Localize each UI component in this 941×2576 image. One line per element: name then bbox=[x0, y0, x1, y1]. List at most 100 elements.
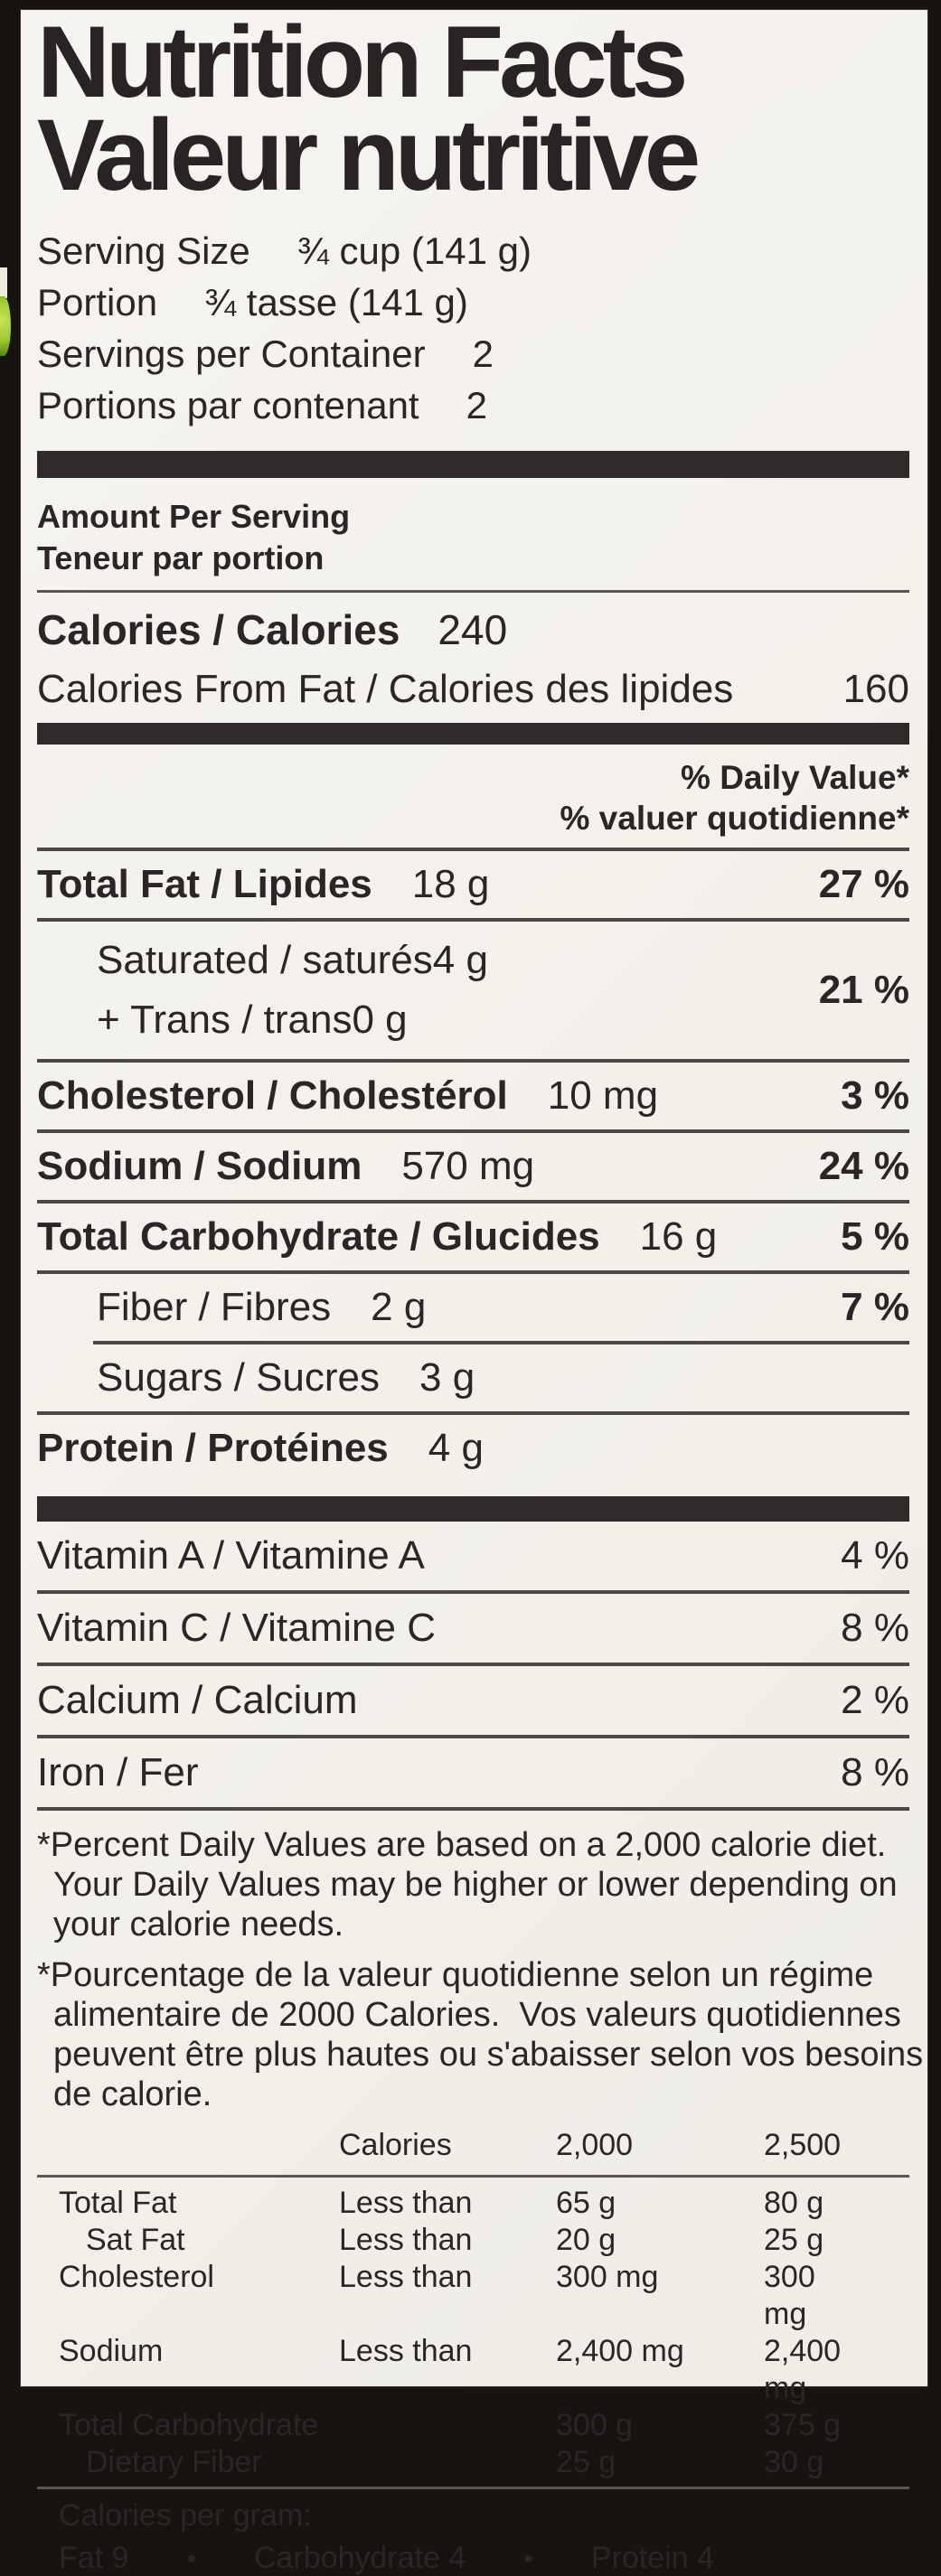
footnote-fr-line-3: peuvent être plus hautes ou s'abaisser s… bbox=[53, 2036, 924, 2074]
nutrient-row-fiber: Fiber / Fibres 2 g 7 % bbox=[37, 1274, 909, 1341]
calories-from-fat-label: Calories From Fat / Calories des lipides bbox=[37, 667, 734, 711]
separator-thick-bar bbox=[37, 723, 909, 745]
cpg-protein: Protein 4 bbox=[590, 2541, 714, 2575]
saturated-label: Saturated / saturés bbox=[97, 938, 433, 982]
serving-size-value: ¾ cup (141 g) bbox=[296, 229, 532, 272]
sugars-label: Sugars / Sucres bbox=[97, 1355, 381, 1400]
portion-value: ¾ tasse (141 g) bbox=[204, 281, 468, 323]
footnote-en-line-2: Your Daily Values may be higher or lower… bbox=[53, 1866, 898, 1904]
nutrient-label-amount: Sugars / Sucres 3 g bbox=[37, 1355, 475, 1400]
total-fat-amount: 18 g bbox=[411, 862, 490, 906]
calories-from-fat-value: 160 bbox=[842, 667, 909, 711]
footnote-english: *Percent Daily Values are based on a 2,0… bbox=[37, 1825, 909, 1944]
nutrient-label-amount: Protein / Protéines 4 g bbox=[37, 1426, 484, 1471]
nutrient-label-amount: Cholesterol / Cholestérol 10 mg bbox=[37, 1073, 658, 1119]
dv-row-total-carbohydrate-cond bbox=[339, 2407, 556, 2444]
nutrition-facts-label: Nutrition Facts Valeur nutritive Serving… bbox=[20, 5, 928, 2575]
cpg-fat: Fat 9 bbox=[59, 2541, 129, 2575]
dv-table-header-calories: Calories bbox=[339, 2128, 452, 2162]
daily-value-header: % Daily Value* % valuer quotidienne* bbox=[37, 757, 909, 838]
label-title-fr: Valeur nutritive bbox=[37, 98, 701, 211]
saturated-trans-dv: 21 % bbox=[818, 968, 909, 1012]
trans-label: + Trans / trans bbox=[97, 998, 353, 1042]
portion-row: Portion ¾ tasse (141 g) bbox=[37, 276, 909, 328]
footnote-en-line-1: *Percent Daily Values are based on a 2,0… bbox=[37, 1826, 887, 1864]
serving-size-label: Serving Size bbox=[37, 229, 250, 272]
calcium-dv: 2 % bbox=[841, 1678, 909, 1722]
amount-per-serving-en: Amount Per Serving bbox=[37, 498, 351, 535]
dv-row-cholesterol-2000: 300 mg bbox=[556, 2260, 659, 2294]
separator-rule-indented bbox=[93, 1341, 909, 1344]
total-carbohydrate-amount: 16 g bbox=[639, 1214, 718, 1259]
vitamin-row-vitamin-c: Vitamin C / Vitamine C 8 % bbox=[37, 1594, 909, 1663]
daily-value-header-fr: % valuer quotidienne* bbox=[560, 800, 909, 837]
calories-per-gram-heading: Calories per gram: bbox=[59, 2498, 312, 2533]
nutrient-row-total-fat: Total Fat / Lipides 18 g 27 % bbox=[37, 851, 909, 918]
calories-per-gram-section: Calories per gram: Fat 9 • Carbohydrate … bbox=[37, 2498, 909, 2576]
daily-value-header-en: % Daily Value* bbox=[681, 759, 909, 796]
fiber-amount: 2 g bbox=[371, 1285, 427, 1329]
cpg-carbohydrate: Carbohydrate 4 bbox=[254, 2541, 466, 2575]
total-carbohydrate-label: Total Carbohydrate / Glucides bbox=[37, 1214, 600, 1259]
package-art-cream-sliver bbox=[0, 267, 7, 298]
saturated-trans-lines: Saturated / saturés4 g + Trans / trans0 … bbox=[37, 931, 488, 1050]
sodium-amount: 570 mg bbox=[401, 1144, 535, 1188]
separator-rule bbox=[37, 1129, 909, 1133]
dv-row-sat-fat-2500: 25 g bbox=[764, 2223, 824, 2257]
separator-thick-bar bbox=[37, 1496, 909, 1522]
dv-row-sodium-2500: 2,400 mg bbox=[764, 2334, 842, 2405]
total-carbohydrate-dv: 5 % bbox=[841, 1214, 909, 1259]
nutrient-label-amount: Total Fat / Lipides 18 g bbox=[37, 862, 489, 907]
dv-table-header-row: Calories 2,000 2,500 bbox=[37, 2127, 909, 2169]
dv-row-sat-fat-cond: Less than bbox=[339, 2223, 473, 2257]
dv-row-dietary-fiber-name: Dietary Fiber bbox=[86, 2445, 262, 2479]
iron-dv: 8 % bbox=[841, 1750, 909, 1794]
dv-row-total-fat-cond: Less than bbox=[339, 2186, 473, 2220]
protein-label: Protein / Protéines bbox=[37, 1426, 389, 1470]
dv-table-body: Total Fat Less than 65 g 80 g Sat Fat Le… bbox=[37, 2185, 909, 2481]
separator-rule bbox=[37, 1735, 909, 1738]
dv-row-cholesterol-name: Cholesterol bbox=[59, 2260, 214, 2294]
cholesterol-label: Cholesterol / Cholestérol bbox=[37, 1073, 508, 1118]
footnote-fr-line-1: *Pourcentage de la valeur quotidienne se… bbox=[37, 1956, 874, 1994]
dv-row-cholesterol-2500: 300 mg bbox=[764, 2260, 815, 2331]
vitamin-row-iron: Iron / Fer 8 % bbox=[37, 1738, 909, 1807]
dv-row-total-carbohydrate-name: Total Carbohydrate bbox=[59, 2408, 319, 2442]
fiber-label: Fiber / Fibres bbox=[97, 1285, 332, 1329]
calories-per-gram-values: Fat 9 • Carbohydrate 4 • Protein 4 bbox=[59, 2541, 909, 2576]
nutrient-row-saturated-trans: Saturated / saturés4 g + Trans / trans0 … bbox=[37, 922, 909, 1059]
separator-rule bbox=[37, 1270, 909, 1274]
dv-row-sodium-2000: 2,400 mg bbox=[556, 2334, 684, 2368]
dv-row-sat-fat-name: Sat Fat bbox=[86, 2223, 185, 2257]
sodium-label: Sodium / Sodium bbox=[37, 1144, 362, 1188]
daily-values-reference-table: Calories 2,000 2,500 Total Fat Less than… bbox=[37, 2127, 909, 2489]
separator-rule bbox=[37, 1200, 909, 1204]
dv-row-dietary-fiber-2500: 30 g bbox=[764, 2445, 824, 2479]
separator-rule bbox=[37, 2175, 909, 2178]
trans-line: + Trans / trans0 g bbox=[97, 990, 488, 1050]
label-title-en: Nutrition Facts bbox=[37, 5, 688, 118]
calories-label: Calories / Calories bbox=[37, 606, 400, 653]
bullet-icon: • bbox=[523, 2544, 533, 2574]
dv-row-sodium-cond: Less than bbox=[339, 2334, 473, 2368]
separator-rule bbox=[37, 2487, 909, 2489]
portions-par-contenant-value: 2 bbox=[466, 384, 487, 426]
separator-rule bbox=[37, 918, 909, 922]
nutrient-row-cholesterol: Cholesterol / Cholestérol 10 mg 3 % bbox=[37, 1063, 909, 1129]
separator-rule bbox=[37, 1059, 909, 1063]
nutrient-label-amount: Total Carbohydrate / Glucides 16 g bbox=[37, 1214, 717, 1260]
serving-size-row: Serving Size ¾ cup (141 g) bbox=[37, 225, 909, 276]
separator-rule bbox=[37, 848, 909, 851]
label-title: Nutrition Facts Valeur nutritive bbox=[37, 5, 909, 211]
separator-rule bbox=[37, 1590, 909, 1594]
servings-per-container-label: Servings per Container bbox=[37, 333, 426, 375]
fiber-dv: 7 % bbox=[841, 1285, 909, 1329]
iron-label: Iron / Fer bbox=[37, 1750, 199, 1794]
portions-par-contenant-label: Portions par contenant bbox=[37, 384, 419, 426]
servings-per-container-value: 2 bbox=[472, 333, 494, 375]
nutrient-label-amount: Sodium / Sodium 570 mg bbox=[37, 1144, 534, 1189]
footnote-fr-line-4: de calorie. bbox=[53, 2075, 212, 2113]
separator-rule bbox=[37, 1411, 909, 1415]
dv-row-dietary-fiber-cond bbox=[339, 2444, 556, 2481]
nutrient-row-protein: Protein / Protéines 4 g bbox=[37, 1415, 909, 1482]
